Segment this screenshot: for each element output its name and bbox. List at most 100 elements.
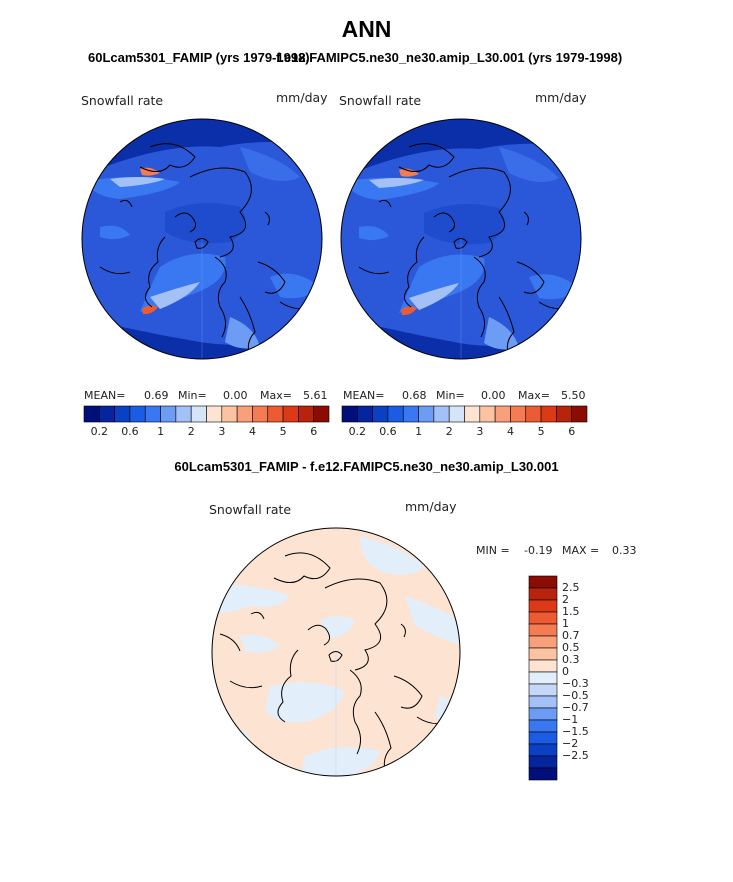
colorbar-tick-label: −2.5 (562, 749, 589, 762)
colorbar-tick-label: 5 (537, 425, 545, 438)
colorbar-swatch (528, 587, 558, 601)
panel-1-min-value: 0.00 (223, 389, 248, 402)
colorbar-tick-label: 0.7 (562, 629, 580, 642)
colorbar-swatch (144, 405, 161, 423)
colorbar-swatch (402, 405, 419, 423)
colorbar-swatch (528, 767, 558, 781)
panel-1-mean-label: MEAN= (84, 389, 126, 402)
diff-min-value: -0.19 (524, 544, 553, 557)
colorbar-swatch (528, 731, 558, 745)
colorbar-tick-label: 3 (476, 425, 484, 438)
colorbar-tick-label: 2 (187, 425, 195, 438)
colorbar-tick-label: 0.6 (379, 425, 397, 438)
colorbar-tick-label: −1 (562, 713, 579, 726)
panel-2-variable-label: Snowfall rate (339, 93, 422, 108)
colorbar-swatch (175, 405, 192, 423)
colorbar-swatch (282, 405, 299, 423)
panel-1-units-label: mm/day (276, 90, 328, 105)
diff-max-value: 0.33 (612, 544, 637, 557)
colorbar-swatch (99, 405, 115, 423)
colorbar-swatch (528, 671, 558, 685)
colorbar-swatch (525, 405, 542, 423)
colorbar-swatch (571, 405, 588, 423)
colorbar-tick-label: 0.2 (90, 425, 109, 438)
colorbar-swatch (83, 405, 100, 423)
colorbar-swatch (528, 623, 558, 637)
colorbar-swatch (528, 707, 558, 721)
panel-2-colorbar (341, 405, 588, 423)
colorbar-tick-label: 1 (562, 617, 569, 630)
colorbar-tick-label: −0.7 (562, 701, 589, 714)
colorbar-swatch (528, 635, 558, 649)
panel-2-polar-map (340, 118, 582, 360)
diff-colorbar-ticks: 2.5 2 1.5 1 0.7 0.5 0.3 0 −0.3 −0.5 −0.7 −1 −1.5 −2 −2… (562, 576, 622, 780)
colorbar-swatch (448, 405, 465, 423)
panel-2-mean-label: MEAN= (343, 389, 385, 402)
colorbar-swatch (528, 659, 558, 673)
colorbar-swatch (510, 405, 527, 423)
colorbar-tick-label: 2 (445, 425, 453, 438)
colorbar-swatch (221, 405, 238, 423)
colorbar-swatch (528, 647, 558, 661)
colorbar-swatch (372, 405, 389, 423)
colorbar-tick-label: 1.5 (562, 605, 580, 618)
diff-polar-map (211, 527, 461, 777)
colorbar-swatch (528, 683, 558, 697)
panel-1-colorbar-ticks: 0.2 0.6 1 2 3 4 5 6 (84, 425, 329, 439)
panel-2-min-value: 0.00 (481, 389, 506, 402)
colorbar-tick-label: 6 (568, 425, 576, 438)
colorbar-tick-label: 2.5 (562, 581, 580, 594)
panel-2-max-label: Max= (518, 389, 550, 402)
diff-colorbar (528, 575, 558, 781)
panel-1-polar-map (81, 118, 323, 360)
colorbar-swatch (129, 405, 146, 423)
colorbar-tick-label: 1 (157, 425, 165, 438)
panel-1-min-label: Min= (178, 389, 207, 402)
panel-2-mean-value: 0.68 (402, 389, 427, 402)
diff-units-label: mm/day (405, 499, 457, 514)
colorbar-tick-label: −0.5 (562, 689, 589, 702)
colorbar-tick-label: −0.3 (562, 677, 589, 690)
colorbar-tick-label: 1 (415, 425, 423, 438)
colorbar-swatch (540, 405, 557, 423)
colorbar-swatch (556, 405, 572, 423)
panel-1-colorbar (83, 405, 330, 423)
colorbar-swatch (528, 611, 558, 625)
colorbar-tick-label: 4 (506, 425, 514, 438)
diff-variable-label: Snowfall rate (209, 502, 292, 517)
colorbar-swatch (357, 405, 373, 423)
diff-title: 60Lcam5301_FAMIP - f.e12.FAMIPC5.ne30_ne… (174, 459, 559, 474)
panel-1-mean-value: 0.69 (144, 389, 169, 402)
colorbar-swatch (267, 405, 284, 423)
colorbar-tick-label: 6 (310, 425, 318, 438)
colorbar-swatch (114, 405, 131, 423)
colorbar-swatch (252, 405, 269, 423)
diff-min-label: MIN = (476, 544, 510, 557)
colorbar-swatch (418, 405, 435, 423)
colorbar-swatch (206, 405, 223, 423)
colorbar-swatch (313, 405, 330, 423)
colorbar-swatch (341, 405, 358, 423)
panel-1-variable-label: Snowfall rate (81, 93, 164, 108)
colorbar-tick-label: 2 (562, 593, 569, 606)
case-title-right: f.e12.FAMIPC5.ne30_ne30.amip_L30.001 (yr… (276, 50, 623, 65)
main-title: ANN (341, 16, 392, 42)
colorbar-tick-label: 5 (279, 425, 287, 438)
colorbar-swatch (160, 405, 177, 423)
panel-1-max-label: Max= (260, 389, 292, 402)
colorbar-swatch (528, 599, 558, 613)
colorbar-tick-label: 3 (218, 425, 226, 438)
colorbar-swatch (528, 755, 558, 769)
colorbar-swatch (433, 405, 450, 423)
panel-1-max-value: 5.61 (303, 389, 328, 402)
colorbar-tick-label: 0.3 (562, 653, 580, 666)
colorbar-tick-label: 0.2 (348, 425, 367, 438)
colorbar-swatch (298, 405, 314, 423)
diff-max-label: MAX = (562, 544, 600, 557)
colorbar-tick-label: 4 (248, 425, 256, 438)
colorbar-tick-label: 0 (562, 665, 569, 678)
colorbar-tick-label: 0.5 (562, 641, 580, 654)
panel-2-colorbar-ticks: 0.2 0.6 1 2 3 4 5 6 (342, 425, 587, 439)
colorbar-tick-label: −2 (562, 737, 579, 750)
colorbar-swatch (236, 405, 253, 423)
